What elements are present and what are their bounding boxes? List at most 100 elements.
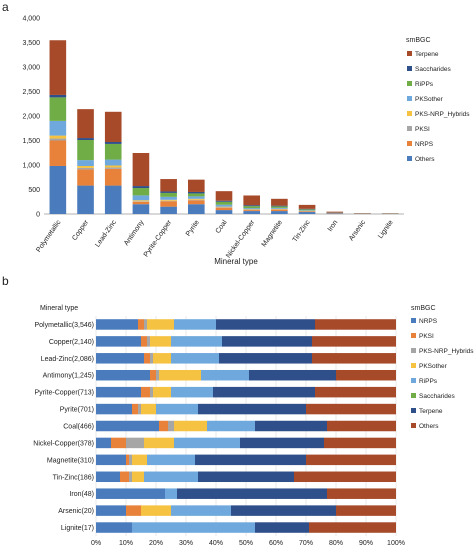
legend-label: PKSI: [415, 126, 430, 133]
bar-segment-ripps: [165, 488, 177, 499]
bar-segment-ripps: [207, 420, 255, 432]
bar-segment-ripps: [104, 143, 122, 160]
bar-segment-pks-nrp-hybrids: [168, 420, 174, 432]
bar-segment-pksi: [141, 386, 150, 398]
bar-segment-others: [312, 353, 396, 364]
panel-a-bars: [49, 40, 399, 214]
bar-segment-others: [327, 488, 396, 499]
bar-segment-terpene: [198, 403, 306, 415]
bar-segment-ripps: [132, 522, 255, 533]
bar-segment-pksother: [141, 505, 171, 516]
bar-segment-pksi: [159, 420, 168, 432]
bar-segment-nrps: [96, 353, 144, 364]
bar-segment-pks-nrp-hybrids: [49, 135, 67, 139]
bar-segment-nrps: [104, 168, 122, 186]
x-tick-label: 0%: [91, 540, 101, 546]
legend-label: PKSI: [419, 333, 434, 340]
bar-segment-pksother: [144, 437, 174, 449]
bar-segment-terpene: [104, 111, 122, 142]
legend-swatch: [411, 393, 416, 398]
legend-label: PKS-NRP_Hybrids: [419, 348, 474, 355]
bar-segment-pksi: [132, 403, 138, 415]
legend-swatch: [411, 423, 416, 428]
bar-segment-saccharides: [77, 138, 94, 141]
category-label: Arsenic(20): [58, 508, 94, 515]
category-label: Iron(48): [69, 491, 94, 498]
bar-segment-ripps: [171, 505, 231, 516]
bar-segment-others: [324, 437, 396, 449]
bar-segment-pksi: [126, 505, 141, 516]
bar-segment-nrps: [215, 207, 233, 211]
y-tick-label: 500: [28, 187, 40, 194]
bar-segment-pks-nrp-hybrids: [126, 437, 144, 449]
bar-segment-terpene: [231, 505, 336, 516]
x-tick-label: Copper: [71, 219, 90, 242]
category-label: Magnetite(310): [47, 457, 94, 464]
x-tick-label: Pyrite-Copper: [143, 219, 174, 259]
x-tick-label: Iron: [327, 219, 340, 233]
category-label: Coal(466): [63, 424, 94, 431]
bar-segment-pksother: [271, 207, 288, 209]
bar-segment-others: [160, 206, 177, 214]
y-tick-label: 3,000: [22, 65, 40, 72]
bar-segment-terpene: [198, 471, 294, 483]
legend-label: NRPS: [419, 318, 438, 325]
bar-segment-others: [188, 204, 205, 214]
bar-segment-pksother: [159, 369, 201, 381]
bar-segment-pksother: [132, 195, 150, 201]
y-tick-label: 1,500: [22, 138, 40, 145]
legend-label: Others: [415, 156, 435, 163]
x-tick-label: 30%: [179, 540, 193, 546]
bar-segment-ripps: [201, 369, 249, 381]
panel-label-a: a: [2, 0, 9, 14]
bar-segment-pks-nrp-hybrids: [150, 386, 153, 398]
bar-segment-pks-nrp-hybrids: [150, 353, 153, 364]
x-tick-label: 60%: [269, 540, 283, 546]
bar-segment-nrps: [96, 336, 141, 347]
panel-b-category-labels: Polymetallic(3,546) Copper(2,140) Lead-Zin…: [33, 322, 94, 532]
legend-label: Saccharides: [415, 66, 452, 73]
x-tick-label: 10%: [119, 540, 133, 546]
legend-label: Saccharides: [419, 393, 456, 400]
bar-segment-nrps: [96, 437, 111, 449]
bar-segment-saccharides: [271, 205, 288, 207]
bar-segment-terpene: [222, 336, 312, 347]
bar-segment-pks-nrp-hybrids: [138, 403, 141, 415]
bar-segment-ripps: [243, 206, 260, 209]
bar-segment-nrps: [77, 169, 94, 186]
legend-label: RiPPs: [419, 378, 438, 385]
bar-segment-nrps: [96, 369, 150, 381]
bar-segment-terpene: [271, 198, 288, 206]
y-tick-label: 4,000: [22, 16, 40, 23]
panel-a-legend-title: smBGC: [406, 37, 431, 44]
bar-segment-nrps: [96, 505, 126, 516]
bar-segment-pksother: [104, 159, 122, 166]
bar-segment-pks-nrp-hybrids: [156, 369, 159, 381]
panel-a: a 0 500 1,000 1,500 2,000 2,500 3,000 3,500 4,00…: [2, 0, 470, 266]
bar-segment-others: [306, 454, 396, 466]
bar-segment-pksother: [215, 204, 233, 207]
legend-label: PKSother: [415, 96, 444, 103]
bar-segment-others: [315, 386, 396, 398]
bar-segment-ripps: [160, 192, 177, 197]
bar-segment-pks-nrp-hybrids: [144, 319, 147, 330]
x-tick-label: Coal: [215, 219, 229, 235]
bar-segment-pksother: [174, 420, 207, 432]
bar-segment-ripps: [144, 471, 198, 483]
category-label: Lignite(17): [61, 525, 94, 532]
legend-label: PKS-NRP_Hybrids: [415, 111, 470, 118]
bar-segment-pksi: [138, 319, 144, 330]
bar-segment-ripps: [49, 97, 67, 121]
y-tick-label: 2,000: [22, 114, 40, 121]
bar-segment-pks-nrp-hybrids: [132, 200, 150, 202]
bar-segment-others: [271, 211, 288, 214]
bar-segment-pks-nrp-hybrids: [77, 165, 94, 168]
y-tick-label: 0: [36, 212, 40, 219]
category-label: Nickel-Copper(378): [33, 440, 94, 447]
category-label: Lead-Zinc(2,086): [41, 356, 94, 363]
x-tick-label: Nickel-Copper: [225, 219, 257, 260]
bar-segment-terpene: [195, 454, 306, 466]
legend-label: RiPPs: [415, 81, 434, 88]
bar-segment-pksother: [141, 403, 156, 415]
